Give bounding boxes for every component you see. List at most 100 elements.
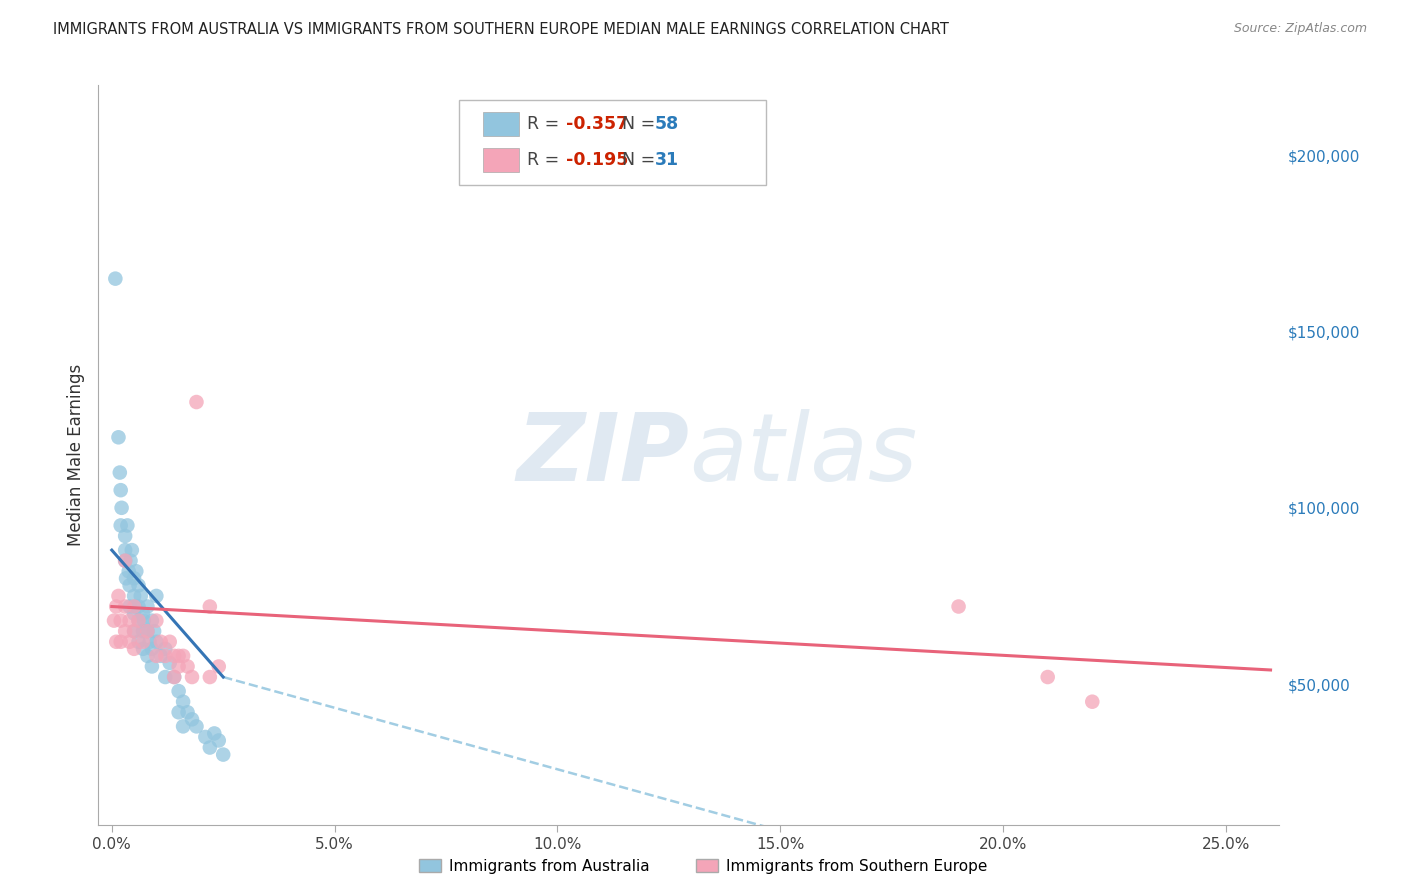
Point [143, 624, 166, 639]
Point [136, 624, 159, 639]
Point [141, 614, 163, 628]
Point [145, 614, 167, 628]
Point [176, 659, 198, 673]
Point [1036, 670, 1059, 684]
Point [104, 271, 127, 285]
Point [141, 659, 163, 673]
Text: ZIP: ZIP [516, 409, 689, 501]
Point [110, 500, 132, 515]
Point [167, 659, 190, 673]
Point [132, 634, 155, 648]
Point [128, 578, 150, 592]
Point [107, 430, 129, 444]
Point [128, 614, 150, 628]
Point [124, 599, 146, 614]
FancyBboxPatch shape [484, 148, 519, 172]
Point [149, 648, 172, 663]
Point [110, 634, 132, 648]
Text: 31: 31 [655, 152, 679, 169]
Point [118, 599, 141, 614]
Point [132, 624, 155, 639]
Point [136, 648, 159, 663]
Point [186, 719, 208, 733]
Point [110, 483, 132, 498]
Point [121, 543, 143, 558]
Point [105, 599, 128, 614]
Point [136, 624, 159, 639]
Text: IMMIGRANTS FROM AUSTRALIA VS IMMIGRANTS FROM SOUTHERN EUROPE MEDIAN MALE EARNING: IMMIGRANTS FROM AUSTRALIA VS IMMIGRANTS … [53, 22, 949, 37]
Text: R =: R = [527, 115, 565, 133]
Point [208, 733, 231, 747]
Point [128, 614, 150, 628]
Point [141, 641, 163, 656]
Point [129, 589, 152, 603]
Point [155, 648, 177, 663]
Point [155, 670, 177, 684]
Point [198, 670, 221, 684]
Point [122, 589, 145, 603]
Y-axis label: Median Male Earnings: Median Male Earnings [66, 364, 84, 546]
Point [105, 634, 128, 648]
Point [186, 395, 208, 409]
Point [118, 634, 141, 648]
Point [114, 543, 136, 558]
Point [103, 614, 125, 628]
Point [202, 726, 225, 740]
Point [163, 670, 186, 684]
Point [145, 648, 167, 663]
Point [145, 589, 167, 603]
Point [194, 730, 217, 744]
Point [167, 706, 190, 720]
Text: -0.357: -0.357 [567, 115, 628, 133]
Point [163, 648, 186, 663]
Point [114, 529, 136, 543]
Point [167, 684, 190, 698]
Point [167, 648, 190, 663]
Point [149, 634, 172, 648]
Legend: Immigrants from Australia, Immigrants from Southern Europe: Immigrants from Australia, Immigrants fr… [412, 853, 994, 880]
Point [114, 554, 136, 568]
Point [118, 564, 141, 578]
Point [181, 670, 204, 684]
Point [118, 578, 141, 592]
Point [115, 571, 138, 585]
Point [110, 518, 132, 533]
Point [198, 599, 221, 614]
Point [110, 614, 132, 628]
Point [176, 706, 198, 720]
FancyBboxPatch shape [484, 112, 519, 136]
Text: N =: N = [621, 152, 661, 169]
Point [155, 641, 177, 656]
Point [163, 670, 186, 684]
Point [122, 599, 145, 614]
Point [138, 634, 160, 648]
Point [212, 747, 235, 762]
Point [122, 624, 145, 639]
Point [132, 641, 155, 656]
Point [125, 564, 148, 578]
Point [122, 624, 145, 639]
Text: atlas: atlas [689, 409, 917, 500]
Point [172, 648, 194, 663]
Point [159, 656, 181, 670]
Point [122, 571, 145, 585]
Point [128, 634, 150, 648]
Point [117, 518, 139, 533]
Point [108, 466, 131, 480]
Point [122, 641, 145, 656]
Point [120, 554, 142, 568]
Point [208, 659, 231, 673]
Point [181, 712, 204, 726]
Point [114, 599, 136, 614]
Point [107, 589, 129, 603]
Text: -0.195: -0.195 [567, 152, 628, 169]
Point [948, 599, 970, 614]
Point [136, 599, 159, 614]
Text: Source: ZipAtlas.com: Source: ZipAtlas.com [1233, 22, 1367, 36]
Point [145, 634, 167, 648]
Point [132, 614, 155, 628]
Point [159, 634, 181, 648]
Point [114, 554, 136, 568]
Point [118, 614, 141, 628]
Point [132, 607, 155, 621]
